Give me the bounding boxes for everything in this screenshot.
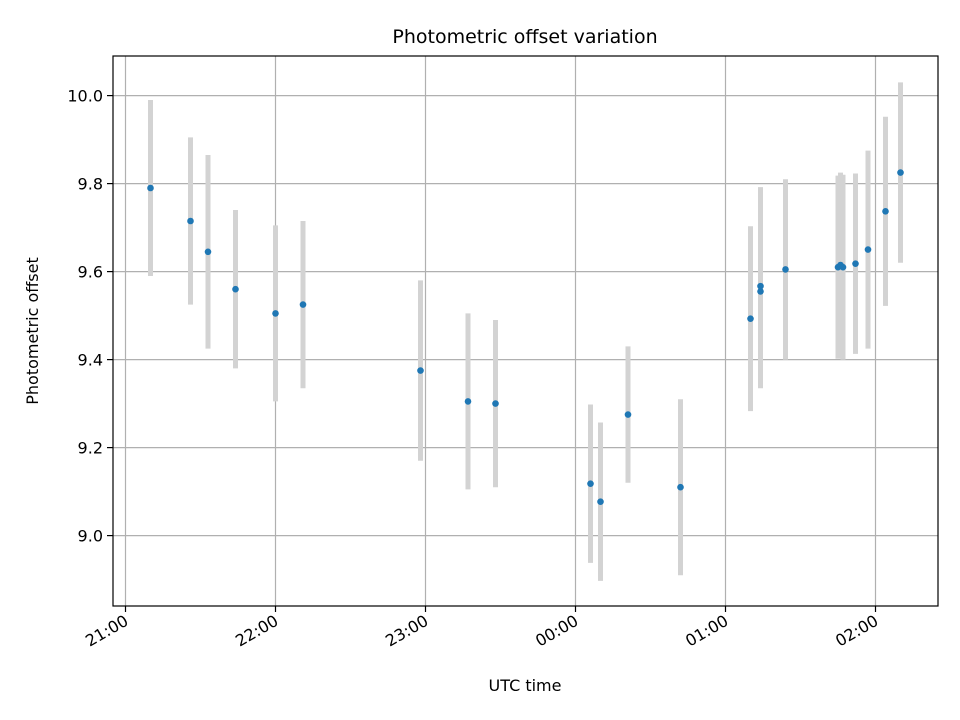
y-tick-label: 9.6	[78, 263, 103, 282]
y-tick-label: 9.2	[78, 439, 103, 458]
data-point	[677, 483, 684, 491]
data-point	[587, 480, 594, 487]
y-tick-label: 10.0	[67, 87, 103, 106]
y-axis-label: Photometric offset	[23, 257, 42, 405]
data-point	[882, 208, 889, 215]
data-point	[897, 169, 904, 176]
data-point	[839, 263, 847, 271]
data-point	[782, 266, 789, 273]
data-point	[272, 310, 279, 317]
data-point	[204, 248, 212, 256]
data-point	[597, 498, 604, 506]
y-tick-label: 9.8	[78, 175, 103, 194]
y-tick-label: 9.0	[78, 527, 103, 546]
chart-title: Photometric offset variation	[392, 26, 657, 48]
data-point	[299, 301, 307, 308]
data-point	[232, 285, 239, 293]
data-point	[187, 217, 194, 225]
y-tick-label: 9.4	[78, 351, 103, 370]
data-point	[492, 400, 499, 407]
data-point	[864, 246, 872, 253]
data-point	[852, 260, 859, 267]
data-point	[747, 315, 754, 322]
plot-frame	[112, 55, 939, 607]
data-point	[147, 184, 154, 192]
x-axis-label: UTC time	[489, 676, 562, 695]
data-point	[624, 411, 632, 418]
y-axis-ticks: 9.0 9.2 9.4 9.6 9.8 10.0	[67, 87, 113, 546]
data-point	[757, 288, 764, 295]
data-point	[757, 282, 764, 290]
data-point	[464, 398, 472, 405]
data-point	[417, 367, 424, 374]
data-points	[147, 169, 904, 506]
